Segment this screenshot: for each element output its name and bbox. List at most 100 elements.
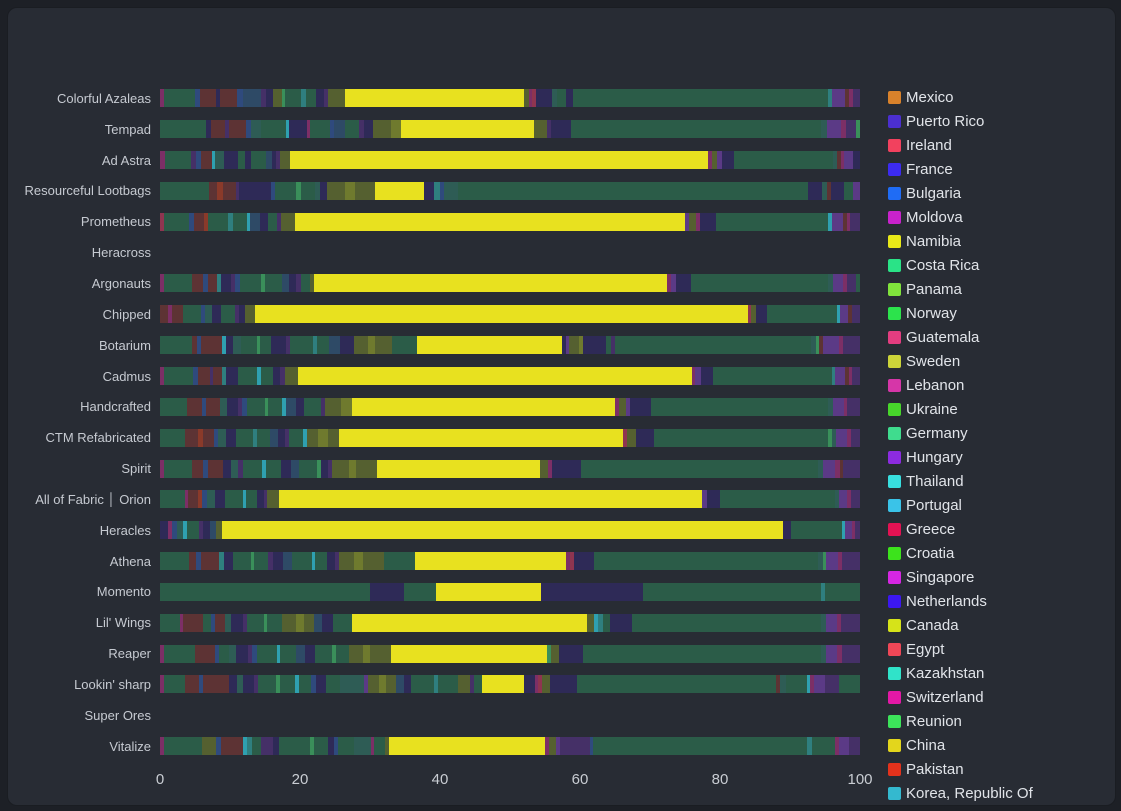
legend-item[interactable]: Netherlands: [888, 589, 1120, 613]
bar-segment[interactable]: [215, 521, 222, 540]
bar-segment[interactable]: [206, 397, 221, 416]
bar-segment[interactable]: [191, 336, 198, 355]
bar-segment[interactable]: [327, 428, 340, 447]
bar-segment[interactable]: [836, 428, 847, 447]
bar-segment[interactable]: [253, 428, 258, 447]
bar-segment[interactable]: [246, 490, 258, 509]
bar-segment[interactable]: [222, 181, 236, 200]
bar-segment[interactable]: [160, 582, 370, 601]
bar-segment[interactable]: [280, 151, 291, 170]
legend-item[interactable]: Costa Rica: [888, 253, 1120, 277]
bar-segment[interactable]: [280, 644, 296, 663]
bar-segment[interactable]: [171, 305, 184, 324]
bar-segment[interactable]: [244, 151, 251, 170]
bar-segment[interactable]: [315, 675, 326, 694]
bar-segment[interactable]: [691, 367, 696, 386]
legend-item[interactable]: Sweden: [888, 349, 1120, 373]
bar-segment[interactable]: [339, 552, 355, 571]
bar-segment[interactable]: [281, 212, 295, 231]
bar-segment[interactable]: [246, 397, 265, 416]
bar-segment[interactable]: [353, 336, 368, 355]
bar-segment[interactable]: [611, 336, 615, 355]
bar-segment[interactable]: [229, 644, 236, 663]
bar-segment[interactable]: [207, 274, 217, 293]
bar-segment[interactable]: [314, 644, 333, 663]
bar-segment[interactable]: [300, 181, 315, 200]
bar-segment[interactable]: [160, 552, 190, 571]
bar-segment[interactable]: [250, 120, 262, 139]
bar-segment[interactable]: [268, 552, 273, 571]
bar-segment[interactable]: [838, 490, 848, 509]
legend-item[interactable]: Portugal: [888, 493, 1120, 517]
bar-segment[interactable]: [216, 737, 221, 756]
bar-segment[interactable]: [228, 675, 237, 694]
bar-segment[interactable]: [305, 89, 316, 108]
bar-segment[interactable]: [847, 274, 856, 293]
bar-segment[interactable]: [200, 305, 205, 324]
bar-segment[interactable]: [376, 459, 540, 478]
legend-item[interactable]: Puerto Rico: [888, 109, 1120, 133]
bar-segment[interactable]: [848, 89, 853, 108]
bar-segment[interactable]: [191, 459, 203, 478]
bar-segment[interactable]: [247, 737, 253, 756]
bar-segment[interactable]: [201, 397, 207, 416]
bar-segment[interactable]: [572, 89, 829, 108]
bar-segment[interactable]: [163, 367, 193, 386]
bar-segment[interactable]: [852, 151, 860, 170]
bar-segment[interactable]: [320, 181, 328, 200]
bar-segment[interactable]: [164, 212, 190, 231]
bar-segment[interactable]: [327, 89, 346, 108]
bar-segment[interactable]: [313, 274, 668, 293]
bar-segment[interactable]: [332, 613, 353, 632]
bar-segment[interactable]: [215, 151, 224, 170]
bar-segment[interactable]: [236, 675, 243, 694]
bar-segment[interactable]: [312, 336, 317, 355]
bar-segment[interactable]: [295, 644, 305, 663]
bar-segment[interactable]: [198, 367, 210, 386]
stacked-bar[interactable]: [160, 521, 860, 540]
bar-segment[interactable]: [260, 336, 271, 355]
bar-segment[interactable]: [416, 336, 562, 355]
bar-segment[interactable]: [276, 212, 281, 231]
bar-segment[interactable]: [535, 89, 552, 108]
bar-segment[interactable]: [301, 89, 306, 108]
bar-segment[interactable]: [221, 521, 783, 540]
bar-segment[interactable]: [290, 459, 300, 478]
bar-segment[interactable]: [602, 613, 610, 632]
bar-segment[interactable]: [240, 274, 262, 293]
bar-segment[interactable]: [395, 675, 405, 694]
bar-segment[interactable]: [474, 675, 482, 694]
bar-segment[interactable]: [605, 336, 612, 355]
bar-segment[interactable]: [276, 675, 280, 694]
bar-segment[interactable]: [160, 274, 165, 293]
bar-segment[interactable]: [253, 675, 258, 694]
bar-segment[interactable]: [223, 552, 233, 571]
bar-segment[interactable]: [845, 521, 853, 540]
bar-segment[interactable]: [311, 675, 316, 694]
bar-segment[interactable]: [782, 521, 792, 540]
bar-segment[interactable]: [306, 120, 311, 139]
bar-segment[interactable]: [242, 459, 263, 478]
bar-segment[interactable]: [304, 613, 314, 632]
bar-segment[interactable]: [227, 397, 238, 416]
bar-segment[interactable]: [598, 613, 603, 632]
bar-segment[interactable]: [260, 212, 269, 231]
bar-segment[interactable]: [334, 552, 340, 571]
bar-segment[interactable]: [626, 397, 631, 416]
bar-segment[interactable]: [205, 120, 212, 139]
bar-segment[interactable]: [839, 459, 844, 478]
bar-segment[interactable]: [215, 89, 221, 108]
bar-segment[interactable]: [214, 644, 219, 663]
bar-segment[interactable]: [354, 552, 363, 571]
bar-segment[interactable]: [310, 120, 331, 139]
bar-segment[interactable]: [234, 305, 240, 324]
bar-segment[interactable]: [214, 490, 226, 509]
bar-segment[interactable]: [828, 274, 833, 293]
bar-segment[interactable]: [335, 644, 349, 663]
bar-segment[interactable]: [843, 212, 847, 231]
bar-segment[interactable]: [237, 367, 258, 386]
bar-segment[interactable]: [348, 644, 363, 663]
bar-segment[interactable]: [306, 428, 319, 447]
bar-segment[interactable]: [257, 644, 277, 663]
bar-segment[interactable]: [242, 675, 254, 694]
